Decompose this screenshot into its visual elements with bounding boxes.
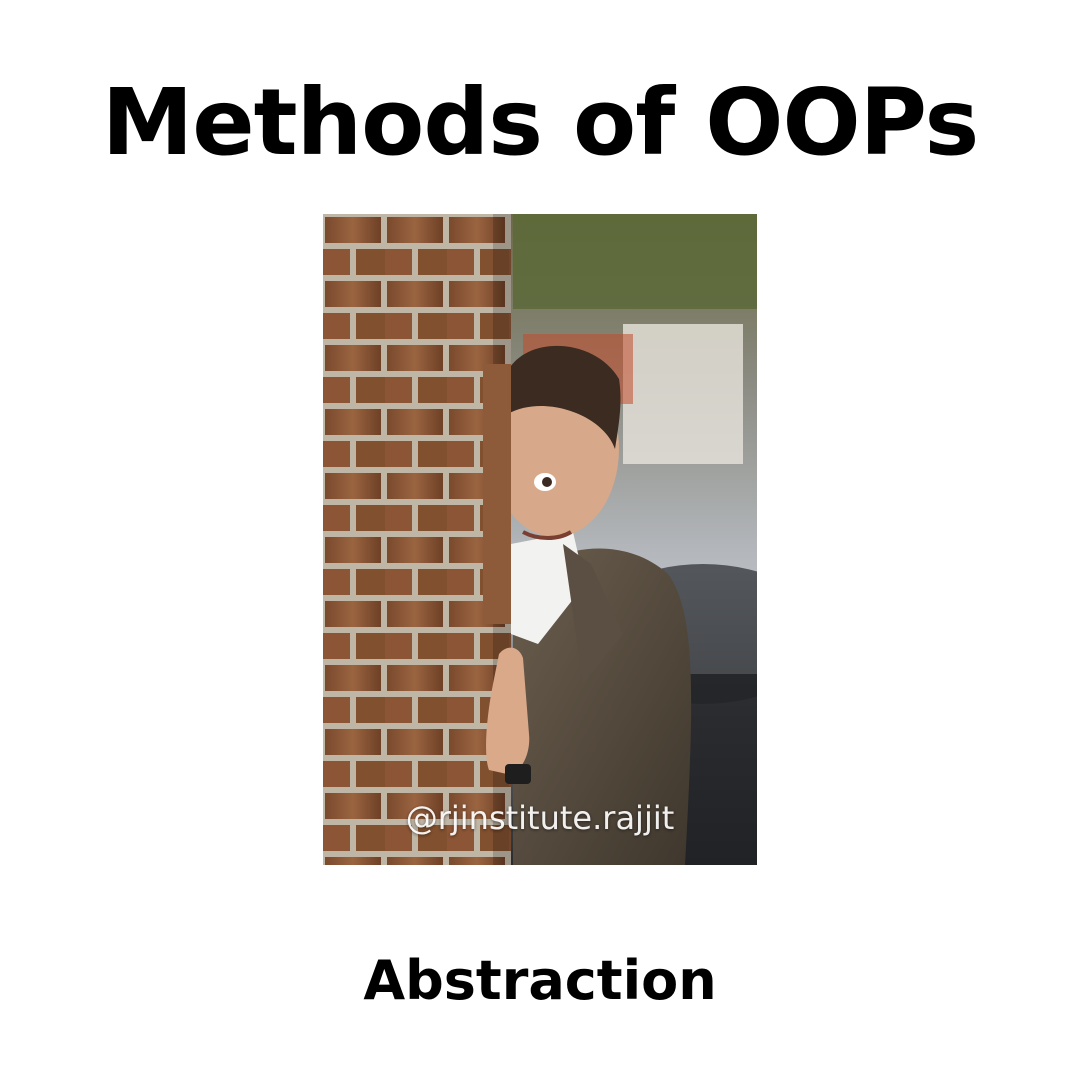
meme-photo-illustration — [323, 214, 757, 865]
watermark-handle: @rjinstitute.rajjit — [405, 799, 675, 837]
slide-caption: Abstraction — [363, 949, 717, 1012]
meme-photo — [323, 214, 757, 865]
slide-title: Methods of OOPs — [101, 69, 980, 176]
